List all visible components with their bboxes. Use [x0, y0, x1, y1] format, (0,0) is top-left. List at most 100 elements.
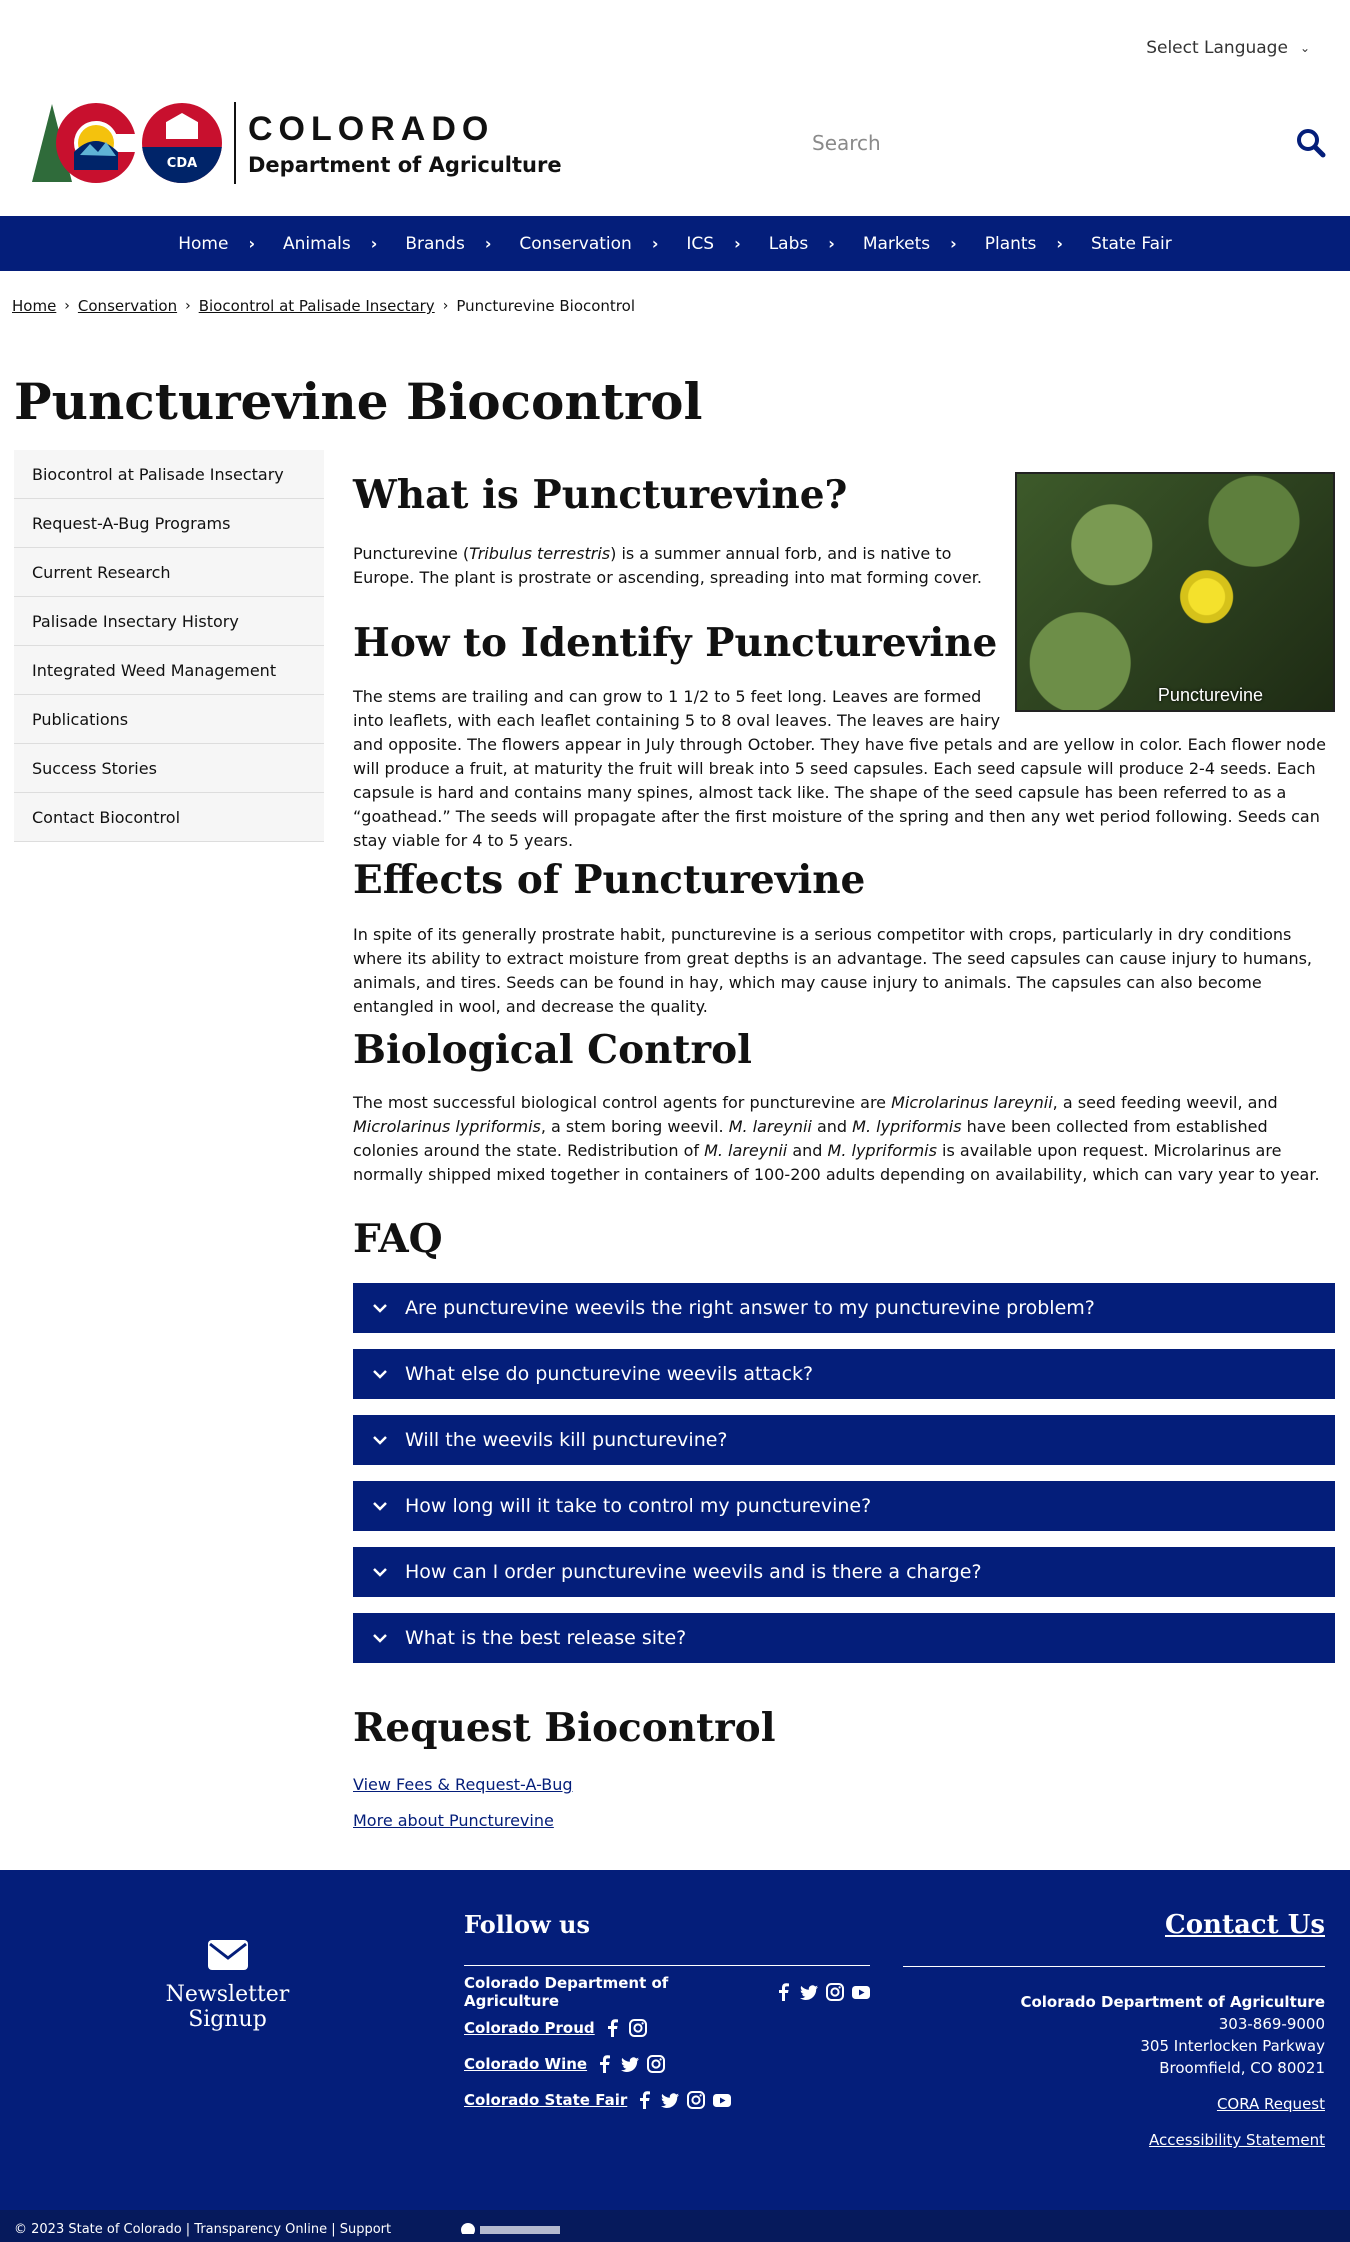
- sidebar-item-contact[interactable]: Contact Biocontrol: [14, 793, 324, 842]
- faq-item[interactable]: Are puncturevine weevils the right answe…: [353, 1283, 1335, 1333]
- faq-question: Are puncturevine weevils the right answe…: [405, 1297, 1095, 1319]
- colorado-c-logo-icon: [30, 100, 140, 186]
- request-heading: Request Biocontrol: [353, 1705, 776, 1751]
- search-input[interactable]: [806, 131, 1296, 155]
- language-select[interactable]: Select Language ⌄: [1146, 38, 1310, 58]
- nav-label: Brands: [405, 233, 465, 254]
- facebook-icon[interactable]: [774, 1983, 792, 2001]
- chevron-right-icon: ›: [370, 234, 378, 253]
- breadcrumb-link-home[interactable]: Home: [12, 297, 57, 315]
- breadcrumb-separator-icon: ›: [64, 298, 70, 314]
- chevron-down-icon: [369, 1501, 391, 1511]
- chevron-right-icon: ›: [248, 234, 256, 253]
- logo-divider: [234, 102, 236, 184]
- nav-label: Labs: [768, 233, 809, 254]
- section-heading: How to Identify Puncturevine: [353, 620, 998, 666]
- breadcrumb-link-conservation[interactable]: Conservation: [77, 297, 178, 315]
- chevron-down-icon: [369, 1435, 391, 1445]
- nav-label: State Fair: [1091, 233, 1172, 254]
- contact-address-1: 305 Interlocken Parkway: [1140, 2037, 1325, 2055]
- twitter-icon[interactable]: [621, 2055, 640, 2073]
- faq-item[interactable]: What else do puncturevine weevils attack…: [353, 1349, 1335, 1399]
- sidebar-item-success-stories[interactable]: Success Stories: [14, 744, 324, 793]
- instagram-icon[interactable]: [826, 1983, 844, 2001]
- nav-item-conservation[interactable]: Conservation ›: [505, 234, 672, 254]
- nav-label: Plants: [984, 233, 1037, 254]
- section-heading: What is Puncturevine?: [353, 472, 848, 518]
- faq-item[interactable]: What is the best release site?: [353, 1613, 1335, 1663]
- social-row-label[interactable]: Colorado Wine: [464, 2055, 588, 2073]
- sidebar-item-current-research[interactable]: Current Research: [14, 548, 324, 597]
- instagram-icon[interactable]: [687, 2091, 706, 2109]
- contact-org: Colorado Department of Agriculture: [1020, 1993, 1325, 2011]
- faq-item[interactable]: How long will it take to control my punc…: [353, 1481, 1335, 1531]
- cda-badge-text: CDA: [166, 156, 198, 171]
- footer-bottom-bar: © 2023 State of Colorado | Transparency …: [0, 2210, 1350, 2242]
- page-title: Puncturevine Biocontrol: [14, 372, 703, 431]
- contact-address-2: Broomfield, CO 80021: [1159, 2059, 1325, 2077]
- faq-question: How long will it take to control my punc…: [405, 1495, 872, 1517]
- section-text: Puncturevine (Tribulus terrestris) is a …: [353, 544, 982, 587]
- newsletter-label: Newsletter Signup: [165, 1982, 290, 2032]
- nav-item-animals[interactable]: Animals ›: [269, 234, 391, 254]
- image-caption: Puncturevine: [1157, 685, 1263, 705]
- follow-us: Follow us Colorado Department of Agricul…: [464, 1910, 870, 2110]
- copyright-text: © 2023 State of Colorado | Transparency …: [14, 2222, 392, 2237]
- cora-request-link[interactable]: CORA Request: [1216, 2095, 1325, 2113]
- nav-label: Home: [178, 233, 229, 254]
- twitter-icon[interactable]: [661, 2091, 680, 2109]
- social-row-label[interactable]: Colorado Proud: [464, 2019, 595, 2037]
- nav-item-home[interactable]: Home ›: [164, 234, 269, 254]
- nav-item-plants[interactable]: Plants ›: [971, 234, 1077, 254]
- chevron-down-icon: [369, 1567, 391, 1577]
- chevron-right-icon: ›: [484, 234, 492, 253]
- social-row: Colorado Proud: [464, 2018, 870, 2038]
- contact-us-link[interactable]: Contact Us: [903, 1910, 1325, 1967]
- barn-icon: [166, 113, 198, 139]
- nav-item-brands[interactable]: Brands ›: [391, 234, 505, 254]
- section-text: In spite of its generally prostrate habi…: [353, 925, 1313, 1016]
- newsletter-signup[interactable]: Newsletter Signup: [125, 1940, 330, 2032]
- section-text: The stems are trailing and can grow to 1…: [353, 687, 1326, 850]
- youtube-icon[interactable]: [713, 2091, 732, 2109]
- breadcrumb-link-biocontrol[interactable]: Biocontrol at Palisade Insectary: [198, 297, 435, 315]
- accessibility-link[interactable]: Accessibility Statement: [1148, 2131, 1325, 2149]
- more-about-link[interactable]: More about Puncturevine: [353, 1811, 554, 1830]
- nav-item-state-fair[interactable]: State Fair: [1077, 234, 1186, 254]
- instagram-icon[interactable]: [647, 2055, 666, 2073]
- follow-heading: Follow us: [464, 1910, 870, 1966]
- chevron-down-icon: [369, 1369, 391, 1379]
- sidebar-item-publications[interactable]: Publications: [14, 695, 324, 744]
- nav-label: Animals: [283, 233, 351, 254]
- site-footer: Newsletter Signup Follow us Colorado Dep…: [0, 1870, 1350, 2210]
- search-bar: [806, 118, 1326, 168]
- chevron-down-icon: [369, 1633, 391, 1643]
- social-row-label[interactable]: Colorado State Fair: [464, 2091, 628, 2109]
- facebook-icon[interactable]: [595, 2055, 613, 2073]
- twitter-icon[interactable]: [800, 1983, 818, 2001]
- cda-logo[interactable]: CDA COLORADO Department of Agriculture: [30, 100, 562, 186]
- faq-heading: FAQ: [353, 1216, 443, 1262]
- youtube-icon[interactable]: [852, 1983, 870, 2001]
- search-icon[interactable]: [1296, 128, 1326, 158]
- sidebar-item-request-a-bug[interactable]: Request-A-Bug Programs: [14, 499, 324, 548]
- nav-item-markets[interactable]: Markets ›: [849, 234, 971, 254]
- view-fees-link[interactable]: View Fees & Request-A-Bug: [353, 1775, 573, 1794]
- instagram-icon[interactable]: [628, 2019, 647, 2037]
- colorado-footer-logo-icon: [460, 2220, 580, 2237]
- sidebar-item-weed-management[interactable]: Integrated Weed Management: [14, 646, 324, 695]
- facebook-icon[interactable]: [635, 2091, 653, 2109]
- faq-item[interactable]: Will the weevils kill puncturevine?: [353, 1415, 1335, 1465]
- nav-item-labs[interactable]: Labs ›: [755, 234, 849, 254]
- sidebar-item-biocontrol[interactable]: Biocontrol at Palisade Insectary: [14, 450, 324, 499]
- section-heading: Effects of Puncturevine: [353, 857, 866, 903]
- breadcrumb-separator-icon: ›: [442, 298, 449, 314]
- breadcrumb-separator-icon: ›: [185, 298, 191, 314]
- faq-question: What else do puncturevine weevils attack…: [405, 1363, 814, 1385]
- nav-item-ics[interactable]: ICS ›: [672, 234, 754, 254]
- social-row: Colorado Wine: [464, 2054, 870, 2074]
- sidebar-item-history[interactable]: Palisade Insectary History: [14, 597, 324, 646]
- facebook-icon[interactable]: [603, 2019, 621, 2037]
- social-row: Colorado State Fair: [464, 2090, 870, 2110]
- faq-item[interactable]: How can I order puncturevine weevils and…: [353, 1547, 1335, 1597]
